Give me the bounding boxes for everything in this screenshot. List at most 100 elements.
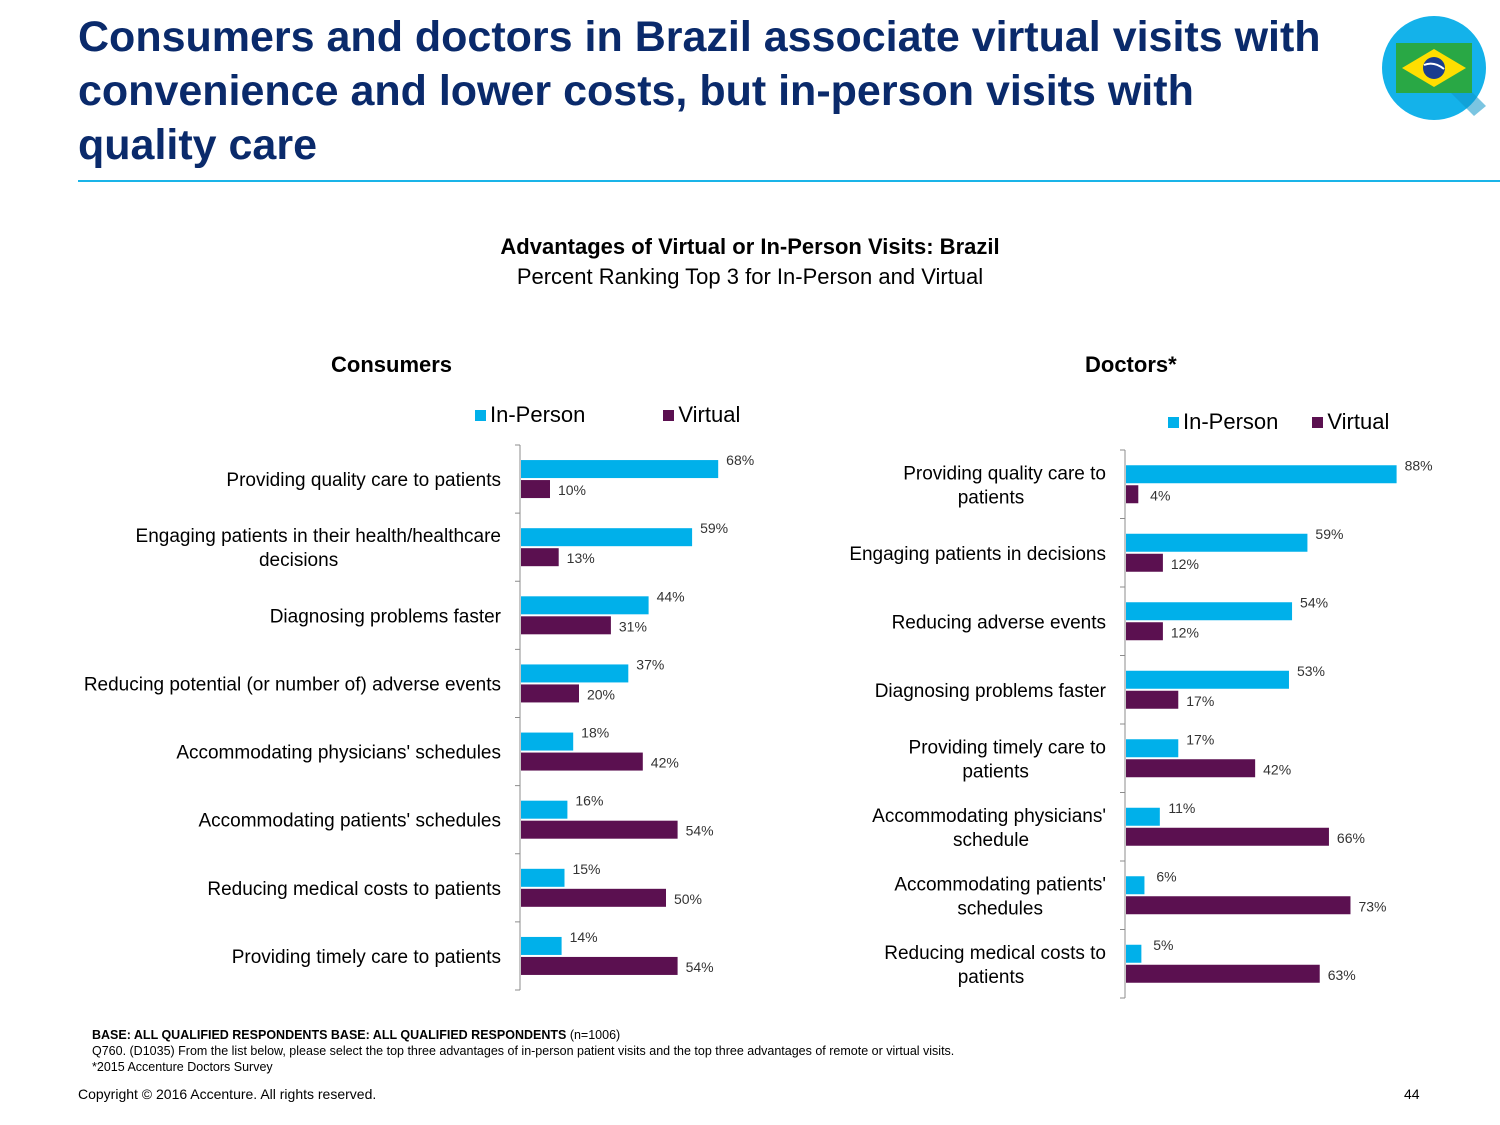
consumers-bar-in-person (521, 868, 565, 887)
brazil-flag-icon (1382, 16, 1486, 120)
consumers-data-label-virtual: 10% (558, 482, 586, 498)
chart-title: Advantages of Virtual or In-Person Visit… (500, 234, 1000, 259)
legend-label-in-person: In-Person (1183, 409, 1279, 434)
doctors-bar-in-person (1126, 739, 1179, 758)
doctors-category-label: Accommodating physicians' schedule (872, 806, 1106, 851)
doctors-bar-in-person (1126, 944, 1142, 963)
doctors-data-label-virtual: 12% (1171, 624, 1199, 640)
doctors-data-label-in-person: 5% (1153, 937, 1173, 953)
legend-entry-virtual: Virtual (1312, 409, 1389, 435)
doctors-data-label-virtual: 63% (1328, 967, 1356, 983)
consumers-data-label-virtual: 54% (686, 959, 714, 975)
doctors-data-label-virtual: 4% (1150, 487, 1170, 503)
doctors-category-label: Reducing medical costs to patients (884, 943, 1106, 988)
consumers-category-label: Providing quality care to patients (226, 470, 501, 491)
legend-swatch-in-person (475, 409, 486, 421)
doctors-data-label-virtual: 42% (1263, 761, 1291, 777)
doctors-bar-in-person (1126, 465, 1397, 484)
doctors-data-label-in-person: 88% (1405, 457, 1433, 473)
consumers-bar-in-person (521, 664, 629, 683)
slide-title: Consumers and doctors in Brazil associat… (78, 13, 1321, 169)
consumers-bar-virtual (521, 480, 550, 499)
consumers-bar-virtual (521, 548, 559, 567)
consumers-data-label-virtual: 31% (619, 618, 647, 634)
doctors-bar-in-person (1126, 602, 1293, 621)
consumers-bar-in-person (521, 936, 562, 955)
consumers-category-label: Engaging patients in their health/health… (136, 526, 501, 571)
consumers-data-label-in-person: 44% (657, 588, 685, 604)
footnote-question: Q760. (D1035) From the list below, pleas… (92, 1044, 955, 1058)
page-number: 44 (1404, 1086, 1420, 1102)
doctors-category-label: Diagnosing problems faster (875, 681, 1107, 702)
consumers-bar-virtual (521, 888, 666, 907)
doctors-bar-virtual (1126, 553, 1163, 572)
consumers-category-label: Diagnosing problems faster (270, 606, 502, 627)
consumers-category-label: Reducing potential (or number of) advers… (84, 674, 501, 695)
doctors-category-label: Accommodating patients' schedules (894, 874, 1106, 919)
doctors-category-label: Providing quality care to patients (903, 463, 1106, 508)
consumers-category-label: Reducing medical costs to patients (207, 879, 501, 900)
consumers-panel-title: Consumers (331, 352, 453, 377)
consumers-data-label-virtual: 20% (587, 686, 615, 702)
consumers-data-label-virtual: 13% (567, 550, 595, 566)
consumers-data-label-in-person: 18% (581, 725, 609, 741)
doctors-bar-in-person (1126, 876, 1145, 895)
doctors-data-label-in-person: 59% (1315, 526, 1343, 542)
consumers-data-label-virtual: 54% (686, 823, 714, 839)
footnote-base-label: BASE: ALL QUALIFIED RESPONDENTS BASE: AL… (92, 1028, 567, 1042)
doctors-bar-virtual (1126, 896, 1351, 915)
doctors-bar-virtual (1126, 964, 1320, 983)
consumers-data-label-in-person: 59% (700, 520, 728, 536)
consumers-bar-virtual (521, 956, 678, 975)
legend-swatch-virtual (663, 409, 675, 421)
doctors-category-label: Providing timely care to patients (909, 737, 1106, 782)
doctors-data-label-virtual: 17% (1186, 693, 1214, 709)
consumers-data-label-in-person: 37% (636, 656, 664, 672)
legend-swatch-in-person (1168, 416, 1179, 428)
doctors-data-label-virtual: 12% (1171, 556, 1199, 572)
legend-entry-in-person: In-Person (1168, 409, 1278, 435)
consumers-data-label-in-person: 15% (572, 861, 600, 877)
doctors-data-label-in-person: 17% (1186, 731, 1214, 747)
footnotes: BASE: ALL QUALIFIED RESPONDENTS BASE: AL… (92, 1027, 954, 1075)
doctors-bar-virtual (1126, 827, 1329, 846)
legend-swatch-virtual (1312, 416, 1324, 428)
consumers-bar-virtual (521, 752, 643, 771)
consumers-bar-virtual (521, 820, 678, 839)
consumers-data-label-in-person: 16% (575, 793, 603, 809)
doctors-legend: In-Person Virtual (1168, 409, 1389, 435)
doctors-bar-in-person (1126, 533, 1308, 552)
legend-entry-in-person: In-Person (475, 402, 585, 428)
consumers-data-label-virtual: 50% (674, 891, 702, 907)
consumers-category-label: Accommodating patients' schedules (198, 811, 501, 832)
consumers-data-label-virtual: 42% (651, 755, 679, 771)
consumers-category-label: Providing timely care to patients (232, 947, 501, 968)
consumers-bar-in-person (521, 732, 574, 751)
title-divider (78, 180, 1500, 182)
consumers-bar-in-person (521, 800, 568, 819)
doctors-bar-virtual (1126, 759, 1256, 778)
consumers-legend: In-Person Virtual (475, 402, 740, 428)
doctors-data-label-in-person: 53% (1297, 663, 1325, 679)
doctors-bar-virtual (1126, 622, 1163, 641)
legend-label-in-person: In-Person (490, 402, 586, 427)
doctors-bar-virtual (1126, 690, 1179, 709)
consumers-data-label-in-person: 68% (726, 452, 754, 468)
doctors-data-label-in-person: 11% (1168, 800, 1195, 816)
doctors-bar-in-person (1126, 670, 1289, 689)
footnote-source: *2015 Accenture Doctors Survey (92, 1060, 273, 1074)
legend-entry-virtual: Virtual (663, 402, 740, 428)
doctors-data-label-virtual: 66% (1337, 830, 1365, 846)
legend-label-virtual: Virtual (678, 402, 741, 427)
doctors-bar-in-person (1126, 807, 1160, 826)
footnote-base: BASE: ALL QUALIFIED RESPONDENTS BASE: AL… (92, 1027, 954, 1043)
doctors-data-label-virtual: 73% (1358, 898, 1386, 914)
copyright: Copyright © 2016 Accenture. All rights r… (78, 1086, 377, 1102)
doctors-bar-virtual (1126, 485, 1139, 504)
consumers-bar-virtual (521, 616, 611, 635)
doctors-category-label: Engaging patients in decisions (849, 544, 1106, 565)
footnote-base-n: (n=1006) (566, 1028, 621, 1042)
consumers-data-label-in-person: 14% (570, 929, 598, 945)
doctors-data-label-in-person: 54% (1300, 594, 1328, 610)
